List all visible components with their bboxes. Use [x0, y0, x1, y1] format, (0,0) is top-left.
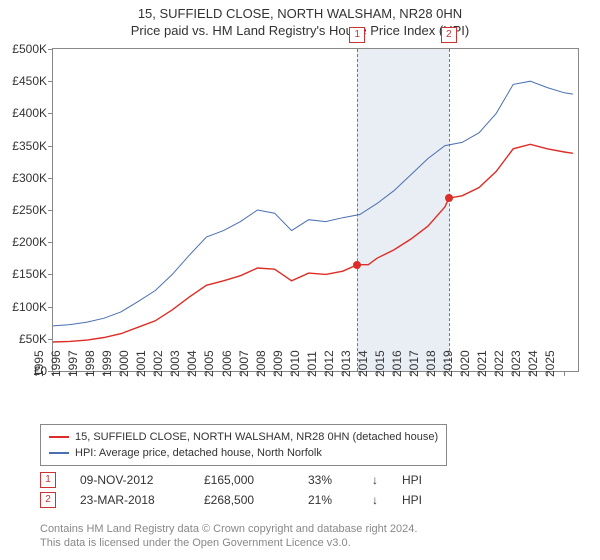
- legend-swatch: [49, 452, 69, 454]
- sale-row-date: 23-MAR-2018: [80, 490, 180, 510]
- legend-swatch: [49, 436, 69, 438]
- y-axis-label: £400K: [12, 106, 47, 120]
- sale-row-price: £268,500: [204, 490, 284, 510]
- y-axis-label: £350K: [12, 139, 47, 153]
- y-axis-label: £250K: [12, 203, 47, 217]
- y-axis-label: £150K: [12, 267, 47, 281]
- series-subject: [53, 144, 573, 342]
- sale-dot-2: [445, 194, 453, 202]
- legend-item: 15, SUFFIELD CLOSE, NORTH WALSHAM, NR28 …: [49, 429, 438, 445]
- sale-row-marker: 1: [40, 472, 56, 488]
- footer-line-1: Contains HM Land Registry data © Crown c…: [40, 522, 417, 536]
- y-axis-label: £100K: [12, 300, 47, 314]
- y-axis-label: £200K: [12, 235, 47, 249]
- sale-row-date: 09-NOV-2012: [80, 470, 180, 490]
- sale-row: 1 09-NOV-2012 £165,000 33% ↓ HPI: [40, 470, 422, 490]
- sale-row-pct: 33%: [308, 470, 348, 490]
- y-axis-label: £500K: [12, 42, 47, 56]
- legend-label: HPI: Average price, detached house, Nort…: [75, 445, 322, 461]
- sale-row-price: £165,000: [204, 470, 284, 490]
- y-axis-label: £450K: [12, 74, 47, 88]
- sale-row: 2 23-MAR-2018 £268,500 21% ↓ HPI: [40, 490, 422, 510]
- x-tick: [564, 371, 565, 376]
- footer-line-2: This data is licensed under the Open Gov…: [40, 536, 417, 550]
- y-axis-label: £50K: [19, 332, 47, 346]
- footer-attribution: Contains HM Land Registry data © Crown c…: [40, 522, 417, 550]
- arrow-down-icon: ↓: [372, 490, 378, 510]
- title-line-2: Price paid vs. HM Land Registry's House …: [0, 23, 600, 38]
- legend-label: 15, SUFFIELD CLOSE, NORTH WALSHAM, NR28 …: [75, 429, 438, 445]
- chart-titles: 15, SUFFIELD CLOSE, NORTH WALSHAM, NR28 …: [0, 0, 600, 38]
- sale-marker-2: 2: [441, 27, 457, 43]
- chart-plot-area: £0£50K£100K£150K£200K£250K£300K£350K£400…: [52, 48, 579, 372]
- series-svg: [53, 49, 578, 371]
- legend-item: HPI: Average price, detached house, Nort…: [49, 445, 438, 461]
- y-axis-label: £300K: [12, 171, 47, 185]
- sale-marker-1: 1: [349, 27, 365, 43]
- sale-row-marker: 2: [40, 492, 56, 508]
- sales-table: 1 09-NOV-2012 £165,000 33% ↓ HPI 2 23-MAR-2018 £…: [40, 470, 422, 510]
- x-axis-label: 1995: [32, 350, 46, 377]
- sale-dot-1: [353, 261, 361, 269]
- sale-row-pct: 21%: [308, 490, 348, 510]
- arrow-down-icon: ↓: [372, 470, 378, 490]
- title-line-1: 15, SUFFIELD CLOSE, NORTH WALSHAM, NR28 …: [0, 6, 600, 21]
- legend-box: 15, SUFFIELD CLOSE, NORTH WALSHAM, NR28 …: [40, 424, 447, 466]
- sale-row-suffix: HPI: [402, 470, 422, 490]
- sale-row-suffix: HPI: [402, 490, 422, 510]
- series-hpi: [53, 81, 573, 326]
